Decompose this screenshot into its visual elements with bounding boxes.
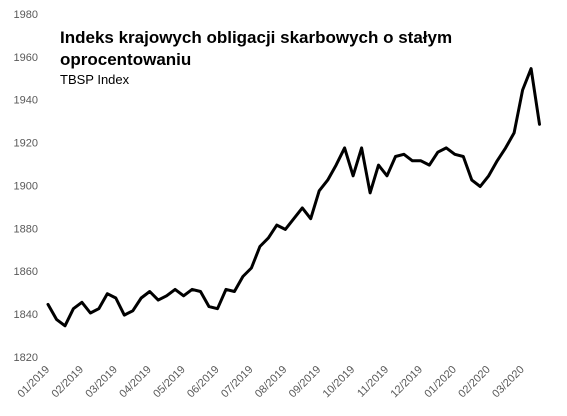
x-tick-label: 03/2019 xyxy=(83,364,120,401)
x-tick-label: 11/2019 xyxy=(355,364,391,400)
x-tick-label: 10/2019 xyxy=(321,364,358,401)
x-tick-label: 05/2019 xyxy=(151,364,188,401)
x-tick-label: 03/2020 xyxy=(490,364,527,401)
y-tick-label: 1980 xyxy=(14,9,38,21)
y-tick-label: 1960 xyxy=(14,52,38,64)
x-tick-label: 02/2019 xyxy=(49,364,86,401)
x-tick-label: 07/2019 xyxy=(219,364,256,401)
x-tick-label: 04/2019 xyxy=(117,364,154,401)
y-tick-label: 1820 xyxy=(14,352,38,364)
x-tick-label: 06/2019 xyxy=(185,364,222,401)
y-tick-label: 1860 xyxy=(14,266,38,278)
x-tick-label: 01/2019 xyxy=(16,364,53,401)
x-tick-label: 02/2020 xyxy=(456,364,493,401)
y-tick-label: 1840 xyxy=(14,309,38,321)
x-tick-label: 12/2019 xyxy=(388,364,425,401)
x-tick-label: 01/2020 xyxy=(422,364,459,401)
line xyxy=(46,67,541,328)
x-tick-label: 09/2019 xyxy=(287,364,324,401)
y-tick-label: 1900 xyxy=(14,180,38,192)
y-tick-label: 1880 xyxy=(14,223,38,235)
y-tick-label: 1920 xyxy=(14,138,38,150)
x-tick-label: 08/2019 xyxy=(253,364,290,401)
y-tick-label: 1940 xyxy=(14,95,38,107)
chart-title: Indeks krajowych obligacji skarbowych o … xyxy=(60,28,453,69)
chart-subtitle: TBSP Index xyxy=(60,72,130,87)
